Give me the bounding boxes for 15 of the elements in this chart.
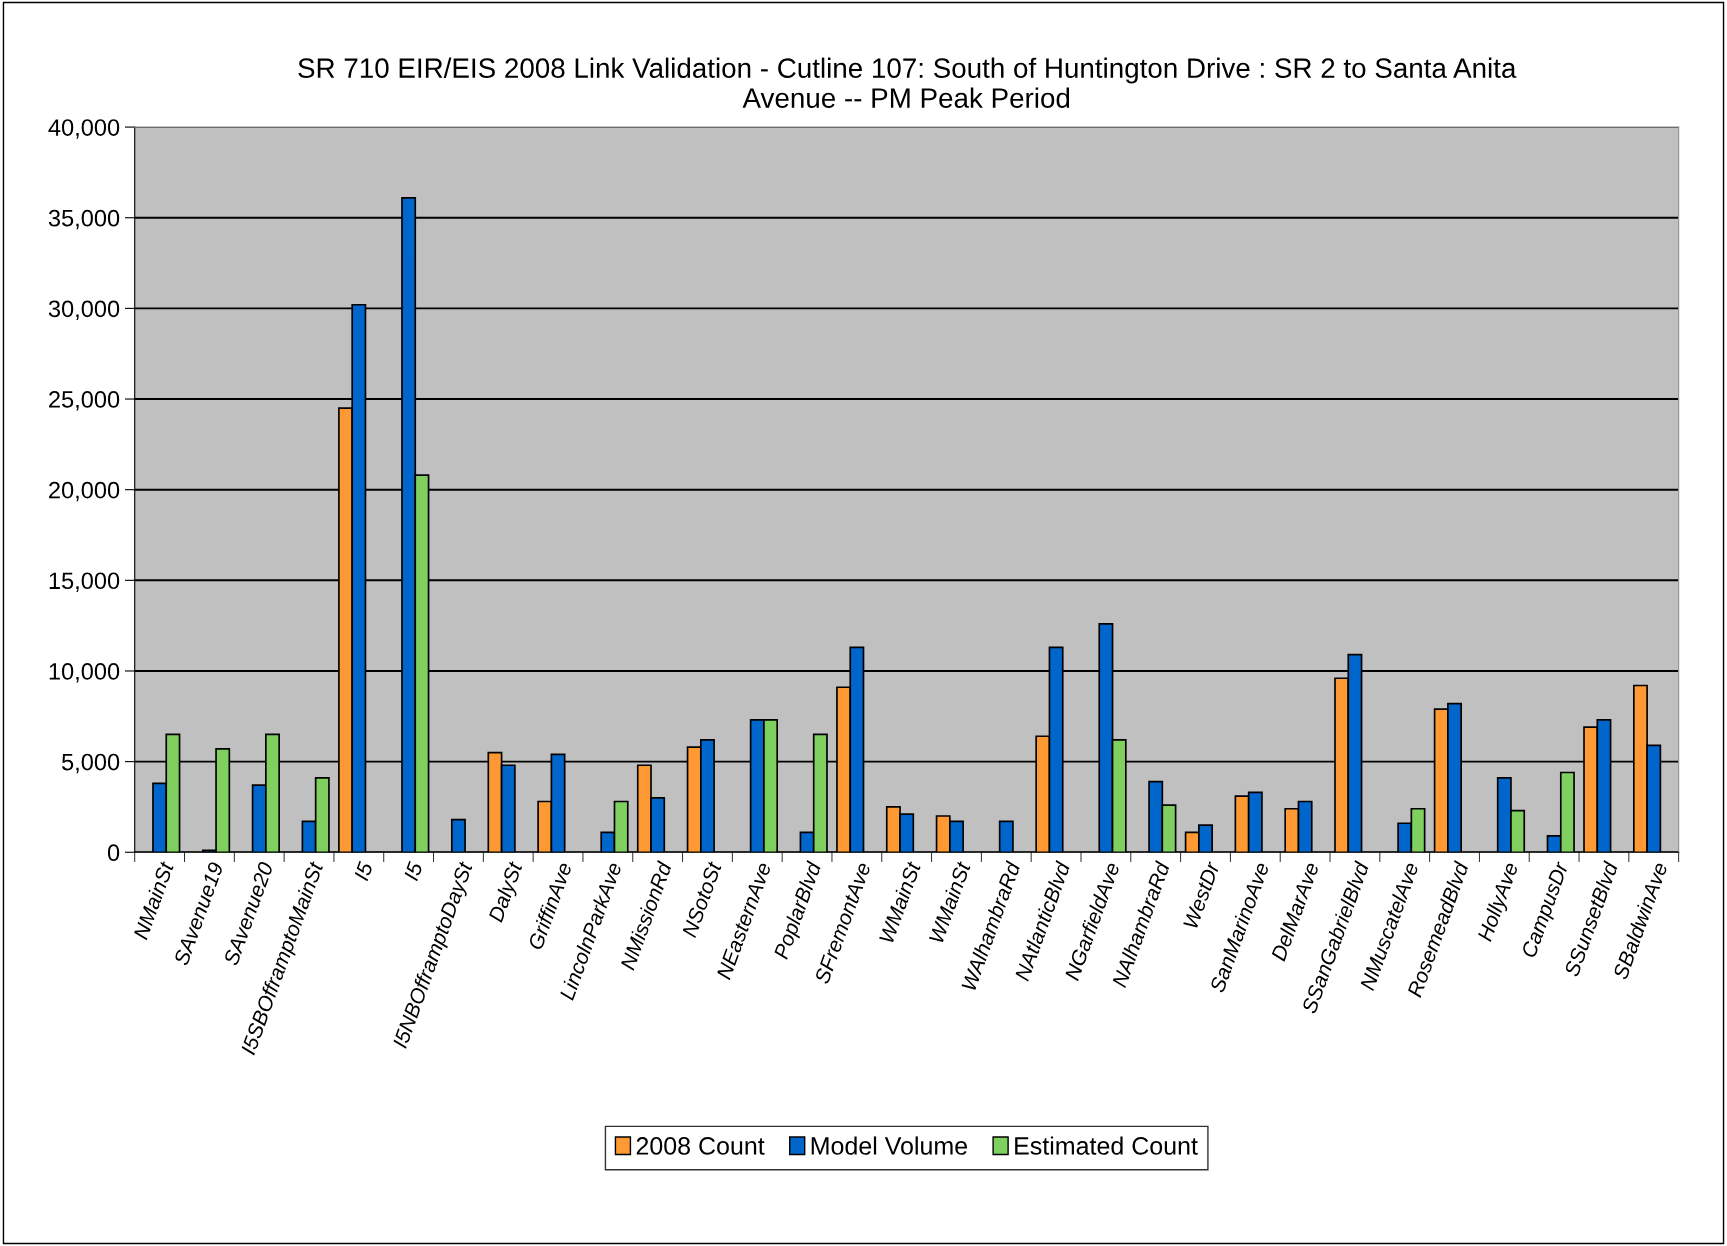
y-tick-label: 40,000 — [48, 119, 120, 139]
y-tick-label: 30,000 — [48, 300, 120, 320]
y-tick-label: 25,000 — [49, 391, 120, 411]
x-tick-label: I5 — [353, 860, 374, 882]
y-tick-label: 0 — [107, 844, 120, 862]
legend-label: Model Volume — [811, 1136, 968, 1155]
y-tick-label: 35,000 — [48, 209, 120, 230]
chart-title: SR 710 EIR/EIS 2008 Link Validation - Cutline 107: South of Huntington Drive : SR 2 to Santa Anita Avenue -- PM Peak Period — [298, 57, 1517, 108]
y-tick-label: 20,000 — [49, 481, 120, 502]
y-tick-label: 15,000 — [49, 572, 120, 592]
y-tick-label: 10,000 — [49, 663, 120, 683]
legend-label: 2008 Count — [636, 1137, 765, 1155]
legend-label: Estimated Count — [1015, 1136, 1198, 1155]
x-tick-label: DalySt — [487, 859, 527, 925]
y-tick-label: 5,000 — [61, 753, 120, 774]
